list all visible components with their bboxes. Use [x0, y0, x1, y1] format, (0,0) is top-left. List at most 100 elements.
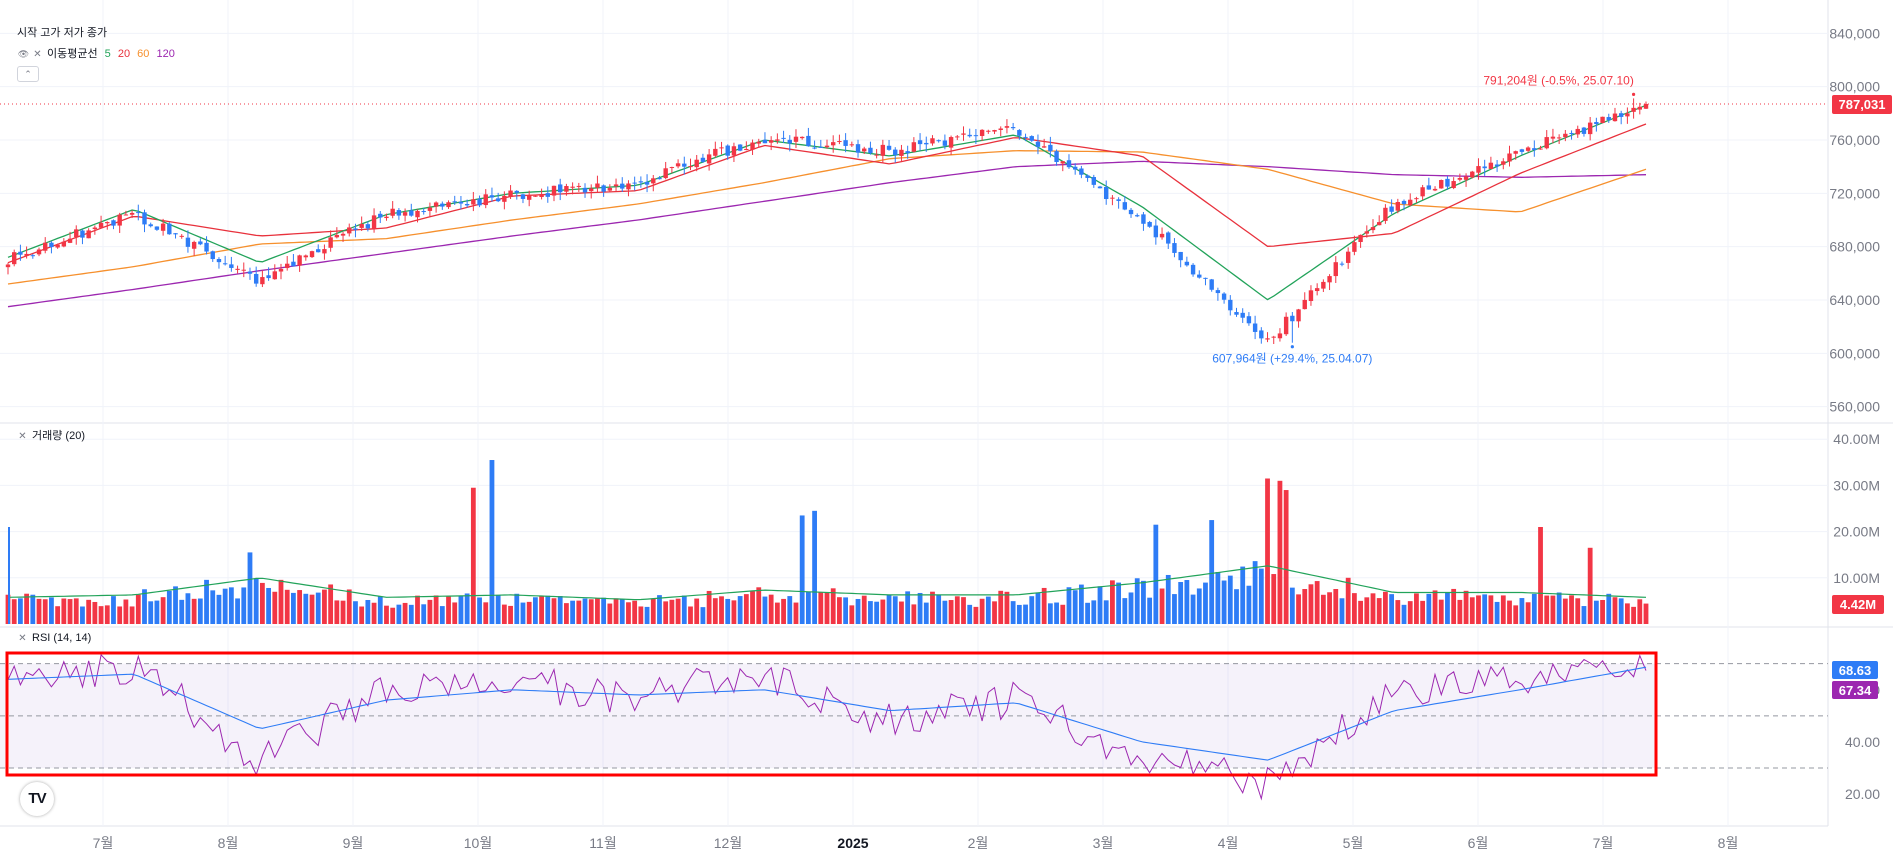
volume-ma-line [7, 565, 1647, 601]
volume-bar [694, 598, 700, 624]
rsi-signal-badge [1832, 661, 1878, 679]
candle-body [1395, 202, 1401, 211]
time-axis-label: 3월 [1093, 835, 1114, 851]
chevron-up-icon[interactable]: ⌃ [17, 66, 39, 82]
candle-body [601, 185, 606, 192]
volume-bar [1240, 566, 1246, 624]
volume-bar [501, 604, 507, 624]
volume-bar [1302, 589, 1308, 624]
volume-bar [421, 604, 427, 624]
candle-body [992, 130, 997, 132]
time-axis-label: 10월 [464, 835, 492, 851]
volume-bar [688, 606, 693, 624]
close-icon[interactable]: ✕ [18, 431, 27, 442]
volume-bar [1165, 574, 1171, 624]
volume-bar [812, 510, 817, 624]
volume-bar [1631, 606, 1636, 624]
candle-body [136, 212, 141, 214]
candle-body [1314, 288, 1320, 292]
candle-body [464, 204, 470, 206]
volume-bar [377, 596, 383, 624]
tradingview-logo-icon[interactable]: TV [20, 782, 54, 816]
candle-body [1048, 144, 1053, 152]
volume-bar [886, 594, 892, 624]
candle-body [1321, 281, 1326, 289]
candle-body [12, 252, 17, 265]
volume-bar [1289, 587, 1295, 624]
candle-body [241, 269, 246, 271]
volume-bar [1488, 595, 1494, 624]
candle-body [1606, 117, 1611, 121]
ma120-period: 120 [156, 48, 175, 60]
candle-body [713, 148, 718, 156]
ma120-line [7, 160, 1647, 308]
volume-bar [253, 578, 259, 624]
price-axis-label: 760,000 [1829, 132, 1880, 148]
time-axis-label: 7월 [93, 835, 114, 851]
volume-bar [166, 590, 172, 624]
volume-bar [514, 593, 520, 624]
volume-bar [464, 593, 470, 624]
volume-bar [824, 592, 830, 624]
candle-body [24, 253, 29, 256]
eye-icon[interactable]: 👁 [17, 49, 30, 59]
candle-body [365, 224, 371, 229]
volume-bar [396, 604, 402, 624]
candle-body [1116, 199, 1121, 201]
candle-body [1457, 178, 1463, 180]
candle-body [576, 185, 582, 187]
candle-body [1271, 336, 1276, 338]
volume-bar [930, 591, 935, 624]
close-icon[interactable]: ✕ [18, 633, 27, 644]
candle-body [973, 135, 979, 137]
candle-body [1352, 242, 1357, 252]
candle-body [1426, 185, 1432, 190]
volume-bar [830, 588, 836, 624]
volume-legend: ✕ 거래량 (20) [17, 429, 85, 443]
candle-body [1463, 176, 1469, 180]
price-axis-label: 840,000 [1829, 25, 1880, 41]
volume-badge-text: 4.42M [1840, 597, 1876, 612]
close-icon[interactable]: ✕ [33, 49, 42, 60]
ma5-period: 5 [104, 48, 111, 60]
candle-body [216, 259, 222, 263]
candle-body [514, 190, 519, 193]
volume-bar [371, 602, 377, 624]
candle-body [706, 154, 712, 164]
volume-bar [315, 592, 321, 624]
candle-body [1296, 309, 1301, 322]
volume-bar [1339, 598, 1345, 624]
candle-body [316, 249, 321, 253]
candle-body [1041, 146, 1047, 148]
volume-bar [1575, 598, 1581, 624]
candle-body [148, 224, 153, 227]
volume-bar [55, 606, 61, 624]
candle-body [1377, 222, 1382, 226]
candle-body [247, 271, 253, 274]
candle-body [1178, 251, 1183, 261]
volume-bar [669, 599, 675, 624]
candle-body [1066, 160, 1072, 168]
candle-body [911, 142, 917, 152]
volume-bar [657, 595, 662, 624]
candle-body [340, 233, 346, 236]
candle-body [787, 139, 792, 144]
volume-bar [774, 602, 780, 624]
volume-bar [793, 602, 799, 624]
volume-bar [632, 600, 638, 624]
volume-bar [1364, 597, 1370, 624]
volume-bar [936, 595, 942, 624]
candle-body [768, 140, 774, 143]
volume-bar [868, 601, 873, 624]
candle-body [1221, 293, 1227, 300]
time-axis-label: 9월 [343, 835, 364, 851]
candle-body [1358, 234, 1363, 243]
candle-body [694, 159, 699, 168]
time-axis-label: 6월 [1468, 835, 1489, 851]
candle-body [185, 237, 191, 247]
rsi-signal-badge-text: 68.63 [1839, 663, 1872, 678]
candle-body [1259, 330, 1264, 339]
volume-bar [1190, 594, 1196, 624]
candle-body [1234, 312, 1239, 315]
